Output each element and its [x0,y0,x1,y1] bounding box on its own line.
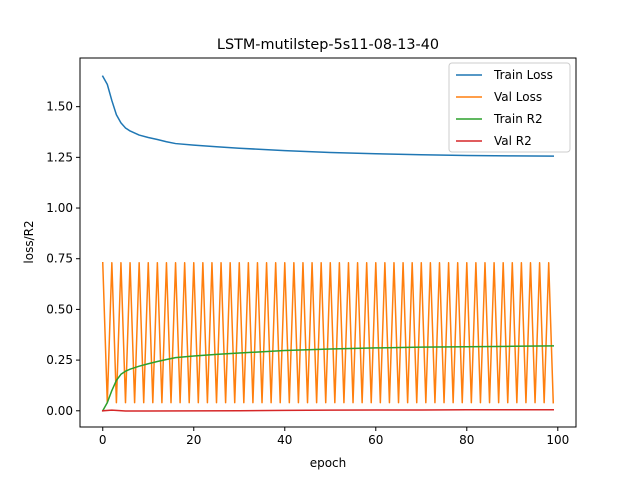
x-tick-label: 20 [186,433,201,447]
y-tick-label: 0.00 [46,404,73,418]
x-axis-label: epoch [310,456,347,470]
legend-label-train-loss: Train Loss [493,68,553,82]
legend-box [448,62,571,153]
y-axis-label: loss/R2 [22,220,36,263]
x-tick-label: 0 [99,433,107,447]
y-tick-label: 1.00 [46,201,73,215]
x-tick-label: 60 [368,433,383,447]
y-tick-label: 0.50 [46,302,73,316]
series-line-train-r2 [101,345,555,412]
series-line-val-loss [101,261,555,404]
series-line-val-r2 [101,409,554,412]
axes-frame [79,57,577,428]
y-tick-label: 1.25 [46,150,73,164]
series-line-train-loss [101,75,555,157]
x-tick-label: 100 [546,433,569,447]
legend-label-val-r2: Val R2 [494,134,532,148]
series-layer [101,75,555,412]
y-tick-label: 0.75 [46,252,73,266]
y-tick-label: 0.25 [46,353,73,367]
y-tick-label: 1.50 [46,100,73,114]
ticks-layer: 0 20 40 60 80 100 0.00 0.25 0.50 0.75 1.00 1.25 1.50 [46,100,569,447]
x-tick-label: 40 [277,433,292,447]
legend-label-val-loss: Val Loss [494,90,542,104]
chart-title: LSTM-mutilstep-5s11-08-13-40 [217,37,439,53]
legend-label-train-r2: Train R2 [493,112,543,126]
legend: Train Loss Val Loss Train R2 Val R2 [448,62,571,153]
x-tick-label: 80 [459,433,474,447]
